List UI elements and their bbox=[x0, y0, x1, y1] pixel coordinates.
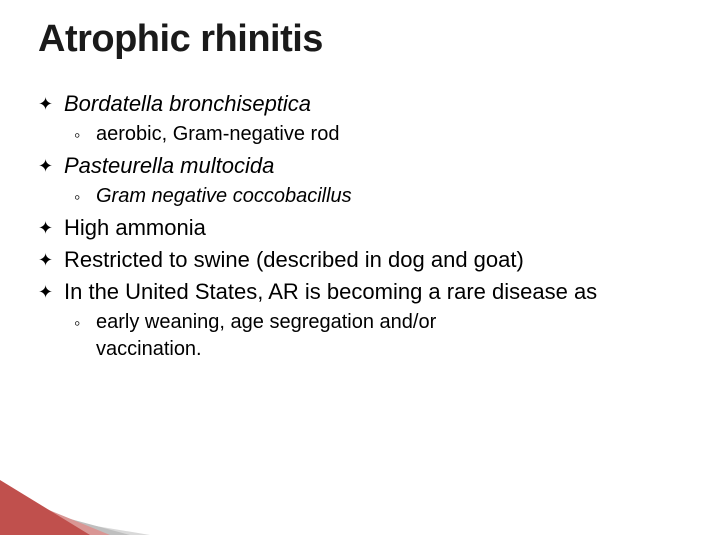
sub-bullet-item: ◦ Gram negative coccobacillus bbox=[38, 183, 682, 211]
bullet-marker-icon: ✦ bbox=[38, 89, 64, 119]
bullet-text: Bordatella bronchiseptica bbox=[64, 89, 682, 119]
corner-wedge-decoration bbox=[0, 445, 150, 540]
bullet-text: High ammonia bbox=[64, 213, 682, 243]
bullet-item: ✦ Pasteurella multocida bbox=[38, 151, 682, 181]
bullet-marker-icon: ✦ bbox=[38, 245, 64, 275]
sub-bullet-marker-icon: ◦ bbox=[74, 309, 96, 363]
sub-bullet-item: ◦ early weaning, age segregation and/or … bbox=[38, 309, 682, 363]
bullet-text: Restricted to swine (described in dog an… bbox=[64, 245, 682, 275]
bullet-text: Pasteurella multocida bbox=[64, 151, 682, 181]
bullet-item: ✦ Bordatella bronchiseptica bbox=[38, 89, 682, 119]
bullet-marker-icon: ✦ bbox=[38, 151, 64, 181]
bullet-item: ✦ Restricted to swine (described in dog … bbox=[38, 245, 682, 275]
bullet-item: ✦ High ammonia bbox=[38, 213, 682, 243]
slide-content: ✦ Bordatella bronchiseptica ◦ aerobic, G… bbox=[38, 89, 682, 363]
sub-bullet-text: aerobic, Gram-negative rod bbox=[96, 121, 682, 149]
sub-bullet-marker-icon: ◦ bbox=[74, 121, 96, 149]
sub-bullet-text: Gram negative coccobacillus bbox=[96, 183, 356, 211]
bullet-item: ✦ In the United States, AR is becoming a… bbox=[38, 277, 682, 307]
bullet-marker-icon: ✦ bbox=[38, 277, 64, 307]
sub-bullet-item: ◦ aerobic, Gram-negative rod bbox=[38, 121, 682, 149]
slide-title: Atrophic rhinitis bbox=[38, 18, 682, 61]
bullet-marker-icon: ✦ bbox=[38, 213, 64, 243]
wedge-icon bbox=[0, 445, 150, 535]
sub-bullet-text: early weaning, age segregation and/or va… bbox=[96, 309, 456, 363]
bullet-text: In the United States, AR is becoming a r… bbox=[64, 277, 682, 307]
sub-bullet-marker-icon: ◦ bbox=[74, 183, 96, 211]
slide: Atrophic rhinitis ✦ Bordatella bronchise… bbox=[0, 0, 720, 540]
